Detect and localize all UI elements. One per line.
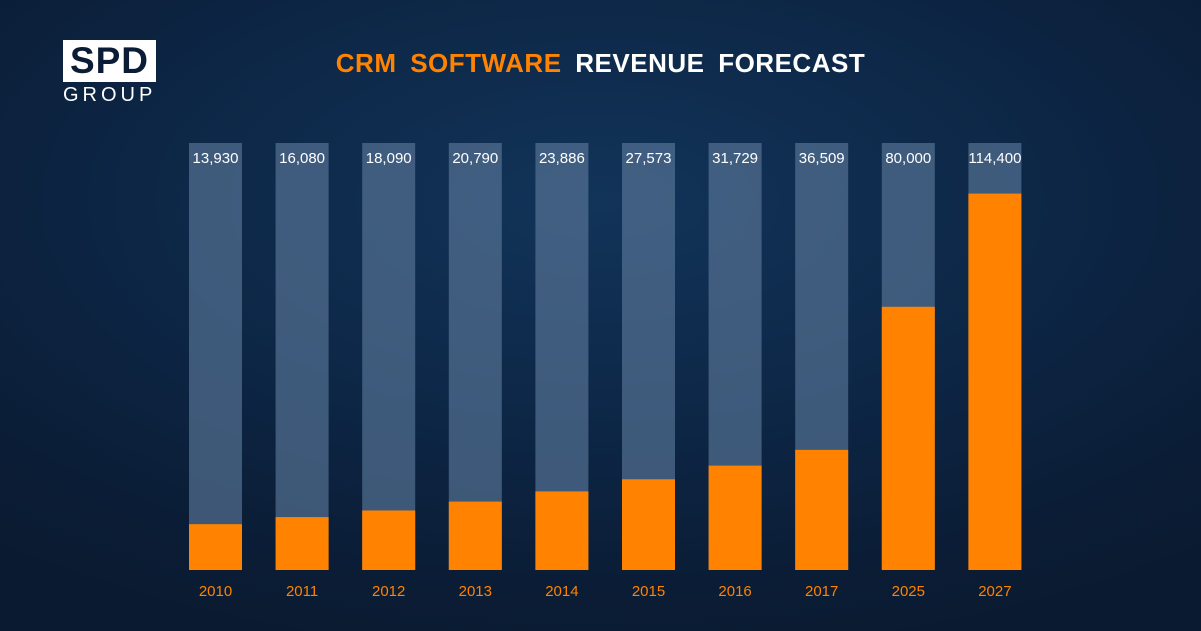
x-tick-label: 2025 — [892, 583, 925, 600]
x-tick-label: 2015 — [632, 583, 665, 600]
chart-title-rest: REVENUE FORECAST — [575, 48, 866, 78]
data-label: 13,930 — [193, 150, 239, 167]
data-label: 23,886 — [539, 150, 585, 167]
bar-track — [362, 143, 416, 570]
bar — [968, 193, 1022, 570]
logo-subtitle: GROUP — [63, 84, 157, 106]
bar — [708, 465, 762, 570]
data-label: 36,509 — [799, 150, 845, 167]
bar — [622, 479, 675, 570]
data-label: 18,090 — [366, 150, 412, 167]
bar — [795, 449, 849, 570]
bar — [535, 491, 589, 570]
x-tick-label: 2017 — [805, 583, 838, 600]
data-label: 31,729 — [712, 150, 758, 167]
logo-mark: SPD — [63, 40, 156, 82]
bar — [881, 306, 935, 570]
bar — [189, 524, 242, 570]
bar-track — [275, 143, 329, 570]
data-label: 16,080 — [279, 150, 325, 167]
chart-title-accent: CRM SOFTWARE — [335, 48, 562, 78]
bar — [275, 517, 329, 570]
bar — [448, 501, 502, 570]
x-tick-label: 2011 — [286, 583, 318, 600]
x-tick-label: 2016 — [718, 583, 751, 600]
chart-title: CRM SOFTWARE REVENUE FORECAST — [0, 48, 1201, 79]
data-label: 27,573 — [626, 150, 672, 167]
data-label: 114,400 — [968, 150, 1021, 167]
x-tick-label: 2027 — [978, 583, 1011, 600]
bar-track — [448, 143, 502, 570]
data-label: 20,790 — [452, 150, 498, 167]
bar — [362, 510, 416, 570]
x-tick-label: 2012 — [372, 583, 405, 600]
x-tick-label: 2010 — [199, 583, 232, 600]
x-tick-label: 2013 — [459, 583, 492, 600]
x-tick-label: 2014 — [545, 583, 578, 600]
spd-group-logo: SPD GROUP — [63, 40, 156, 106]
data-label: 80,000 — [885, 150, 931, 167]
bar-track — [189, 143, 242, 570]
